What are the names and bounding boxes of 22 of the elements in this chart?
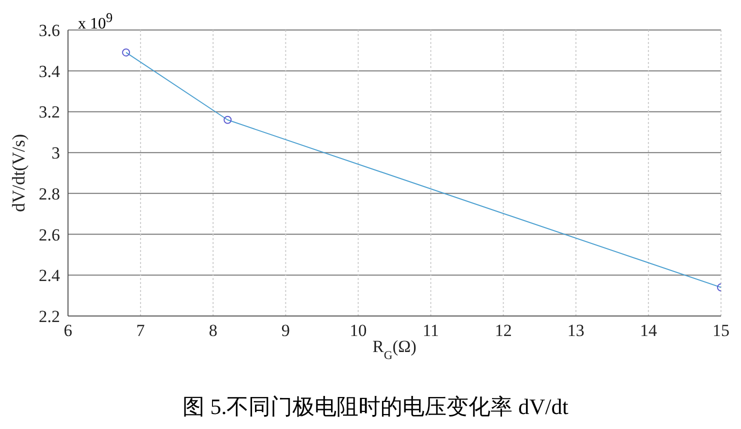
y-tick-label: 2.6: [38, 225, 60, 244]
x-axis-title: R$_{G}$(Ω): [372, 337, 416, 362]
y-tick-label: 3.6: [38, 21, 60, 40]
y-tick-label: 2.4: [38, 266, 60, 286]
y-axis-title: dV/dt(V/s): [8, 134, 28, 212]
x-tick-label: 12: [494, 321, 512, 340]
x-tick-label: 6: [64, 321, 72, 340]
y-tick-label: 3: [52, 144, 60, 163]
x-tick-label: 14: [640, 321, 658, 340]
x-tick-label: 7: [136, 321, 146, 340]
annotation: x 10$^{9}$: [78, 10, 113, 34]
y-tick-label: 3.2: [38, 102, 60, 122]
x-tick-label: 15: [712, 321, 730, 340]
x-tick-label: 10: [350, 321, 367, 340]
x-tick-label: 13: [567, 321, 584, 340]
y-tick-label: 3.4: [38, 62, 60, 81]
y-tick-label: 2.2: [38, 307, 60, 326]
text: 图 5.不同门极电阻时的电压变化率 dV/dt: [182, 393, 570, 421]
x-tick-label: 8: [208, 321, 218, 340]
y-tick-label: 2.8: [38, 184, 60, 204]
x-tick-label: 9: [281, 321, 290, 340]
x-tick-label: 11: [422, 321, 439, 340]
